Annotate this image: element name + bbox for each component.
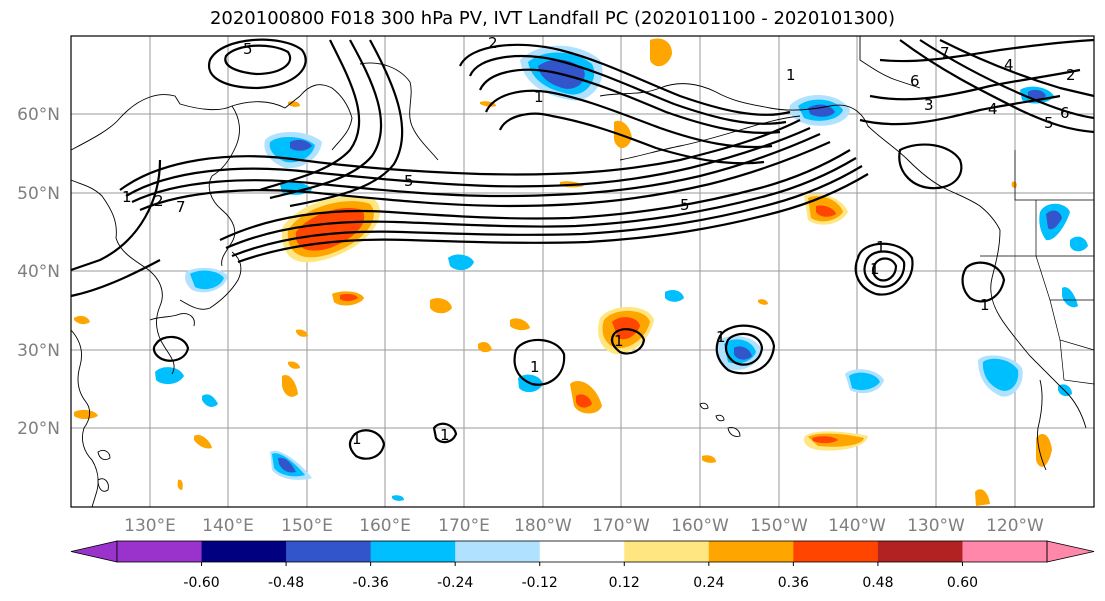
coastlines (70, 36, 1087, 508)
contour-label: 1 (534, 88, 544, 106)
colorbar-tick-label: 0.24 (693, 575, 724, 591)
contour-label: 5 (243, 40, 253, 58)
lon-label: 130°E (124, 516, 176, 536)
contour-label: 1 (440, 426, 450, 444)
longitude-labels: 130°E 140°E 150°E 160°E 170°E 180°W 170°… (124, 516, 1044, 536)
contour-label: 5 (1044, 114, 1054, 132)
lat-label: 50°N (17, 184, 60, 204)
lon-label: 130°W (907, 516, 965, 536)
colorbar-tick-label: -0.12 (522, 575, 558, 591)
contour-label: 7 (940, 44, 950, 62)
colorbar-segment (877, 541, 963, 562)
colorbar-segment (455, 541, 541, 562)
political-borders (980, 150, 1095, 385)
colorbar-segment (793, 541, 879, 562)
lon-label: 140°W (828, 516, 886, 536)
contour-label: 5 (680, 196, 690, 214)
colorbar-segment (370, 541, 456, 562)
contour-label: 2 (488, 34, 498, 52)
colorbar (70, 540, 1095, 563)
lon-label: 150°W (750, 516, 808, 536)
contour-label: 1 (980, 296, 990, 314)
lon-label: 160°W (671, 516, 729, 536)
colorbar-extend-min (70, 540, 118, 563)
colorbar-segment (624, 541, 710, 562)
colorbar-tick-label: -0.24 (437, 575, 473, 591)
colorbar-segment (117, 541, 203, 562)
contour-label: 1 (876, 238, 886, 256)
contour-label: 1 (870, 260, 880, 278)
lat-label: 30°N (17, 341, 60, 361)
colorbar-tick-label: 0.36 (778, 575, 809, 591)
contour-labels: 5 2 1 7 6 4 5 1 7 2 5 1 2 1 1 1 1 1 1 3 … (122, 34, 1076, 448)
colorbar-segment (962, 541, 1048, 562)
contour-label: 2 (154, 192, 164, 210)
lat-label: 20°N (17, 419, 60, 439)
colorbar-tick-label: 0.48 (862, 575, 893, 591)
contour-label: 1 (716, 328, 726, 346)
map-title: 2020100800 F018 300 hPa PV, IVT Landfall… (209, 8, 896, 29)
map-frame (70, 35, 1095, 508)
contour-label: 7 (176, 198, 186, 216)
contour-label: 1 (786, 66, 796, 84)
contour-label: 5 (404, 172, 414, 190)
colorbar-extend-max (1046, 540, 1095, 563)
contour-label: 1 (352, 430, 362, 448)
lon-label: 170°E (438, 516, 490, 536)
colorbar-tick-label: 0.60 (947, 575, 978, 591)
contour-label: 4 (988, 100, 998, 118)
colorbar-tick-label: -0.60 (183, 575, 219, 591)
colorbar-tick-label: -0.36 (353, 575, 389, 591)
contour-label: 1 (122, 188, 132, 206)
contour-label: 6 (910, 72, 920, 90)
contour-label: 3 (924, 96, 934, 114)
contour-label: 2 (1066, 66, 1076, 84)
lon-label: 140°E (202, 516, 254, 536)
contour-label: 1 (614, 332, 624, 350)
colorbar-segment (201, 541, 287, 562)
latitude-labels: 60°N 50°N 40°N 30°N 20°N (17, 105, 60, 439)
lon-label: 180°W (514, 516, 572, 536)
pv-fill-positive (74, 38, 1052, 506)
lon-label: 170°W (592, 516, 650, 536)
lat-label: 40°N (17, 262, 60, 282)
colorbar-tick-label: -0.48 (268, 575, 304, 591)
colorbar-tick-label: 0.12 (609, 575, 640, 591)
colorbar-segment (286, 541, 372, 562)
contour-label: 6 (1060, 104, 1070, 122)
colorbar-segment (708, 541, 794, 562)
colorbar-ticks: -0.60 -0.48 -0.36 -0.24 -0.12 0.12 0.24 … (183, 562, 978, 591)
contour-label: 1 (530, 358, 540, 376)
lon-label: 150°E (281, 516, 333, 536)
lon-label: 120°W (986, 516, 1044, 536)
lon-label: 160°E (359, 516, 411, 536)
pv-contours (70, 38, 1095, 460)
colorbar-border (116, 540, 1048, 563)
contour-label: 4 (1004, 56, 1014, 74)
colorbar-segment (539, 541, 625, 562)
lat-label: 60°N (17, 105, 60, 125)
